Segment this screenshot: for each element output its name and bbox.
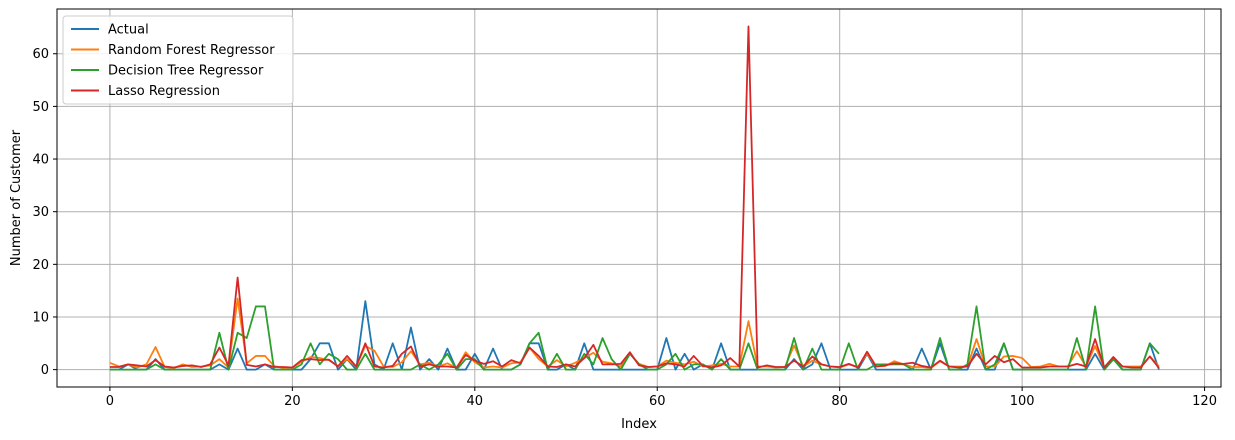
legend-box [62,15,294,105]
y-tick-label: 20 [32,258,49,273]
y-tick-label: 10 [32,310,49,325]
legend-label: Random Forest Regressor [108,43,275,58]
series-line-lasso-regression [109,25,1160,369]
y-axis-label: Number of Customer [9,129,24,266]
legend-label: Actual [108,23,149,38]
y-axis-ticks: 0 10 20 30 40 50 60 [32,47,57,378]
x-axis-ticks: 0 20 40 60 80 100 120 [106,387,1217,409]
x-axis-label: Index [621,417,657,432]
y-tick-label: 0 [41,363,49,378]
x-tick-label: 0 [106,394,114,409]
plot-frame [56,8,1222,388]
legend-label: Decision Tree Regressor [108,64,264,79]
y-tick-label: 30 [32,205,49,220]
legend: Actual Random Forest Regressor Decision Tr… [62,15,294,105]
y-tick-label: 60 [32,47,49,62]
y-tick-label: 40 [32,153,49,168]
x-tick-label: 60 [649,394,666,409]
x-tick-label: 100 [1010,394,1035,409]
series-lines [109,25,1160,371]
legend-label: Lasso Regression [108,84,220,99]
y-tick-label: 50 [32,100,49,115]
x-tick-label: 40 [467,394,484,409]
x-tick-label: 20 [284,394,301,409]
x-tick-label: 80 [831,394,848,409]
x-tick-label: 120 [1192,394,1217,409]
